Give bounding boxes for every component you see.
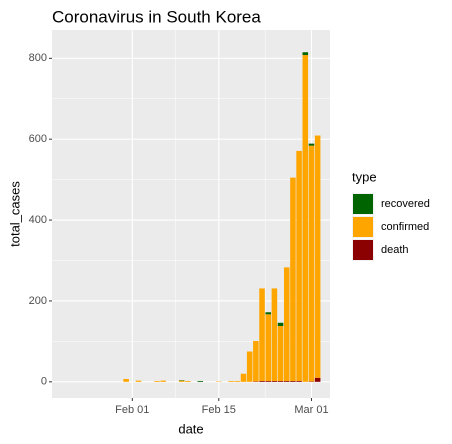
bar-segment xyxy=(277,322,284,327)
bar-segment xyxy=(160,380,166,382)
x-tick-label: Mar 01 xyxy=(294,404,328,416)
y-axis-label: total_cases xyxy=(7,181,22,247)
bar-segment xyxy=(123,378,129,382)
bar-segment xyxy=(135,380,142,382)
bar-segment xyxy=(246,351,253,382)
x-tick-label: Feb 01 xyxy=(115,404,149,416)
bar-segment xyxy=(154,381,160,382)
x-tick-label: Feb 15 xyxy=(202,404,236,416)
bar-segment xyxy=(265,381,272,382)
chart-title: Coronavirus in South Korea xyxy=(52,7,261,26)
y-tick-label: 200 xyxy=(29,295,47,307)
legend-swatch xyxy=(353,217,373,237)
bar-segment xyxy=(302,55,309,382)
legend-title: type xyxy=(352,169,377,184)
bar-segment xyxy=(259,381,265,382)
bar-segment xyxy=(314,377,321,382)
bar-segment xyxy=(302,52,309,56)
bar-segment xyxy=(314,135,321,378)
bar-segment xyxy=(234,381,241,382)
legend-swatch xyxy=(353,194,373,214)
bar-segment xyxy=(290,381,296,382)
bar-segment xyxy=(228,381,234,382)
bar-segment xyxy=(290,177,296,382)
legend-label: death xyxy=(381,244,409,256)
bar-segment xyxy=(283,267,290,382)
bar-segment xyxy=(308,143,315,146)
legend-label: recovered xyxy=(381,198,430,210)
bar-segment xyxy=(308,145,315,382)
bar-segment xyxy=(253,340,259,382)
bar-segment xyxy=(271,288,278,382)
panel xyxy=(52,30,330,398)
y-tick-label: 600 xyxy=(29,133,47,145)
bar-segment xyxy=(277,381,284,382)
bar-segment xyxy=(296,150,302,382)
bar-segment xyxy=(240,373,247,382)
x-axis-label: date xyxy=(178,421,203,436)
legend-swatch xyxy=(353,240,373,260)
bar-segment xyxy=(283,381,290,382)
y-tick-label: 400 xyxy=(29,214,47,226)
y-tick-label: 800 xyxy=(29,52,47,64)
bar-segment xyxy=(259,288,265,382)
bar-segment xyxy=(271,381,278,382)
bar-segment xyxy=(296,381,302,382)
bar-segment xyxy=(265,312,272,315)
bar-segment xyxy=(197,381,204,382)
bar-segment xyxy=(185,381,191,382)
bar-segment xyxy=(178,380,185,382)
bar-segment xyxy=(277,326,284,382)
y-tick-label: 0 xyxy=(41,376,47,388)
bar-segment xyxy=(265,314,272,382)
legend-label: confirmed xyxy=(381,221,429,233)
